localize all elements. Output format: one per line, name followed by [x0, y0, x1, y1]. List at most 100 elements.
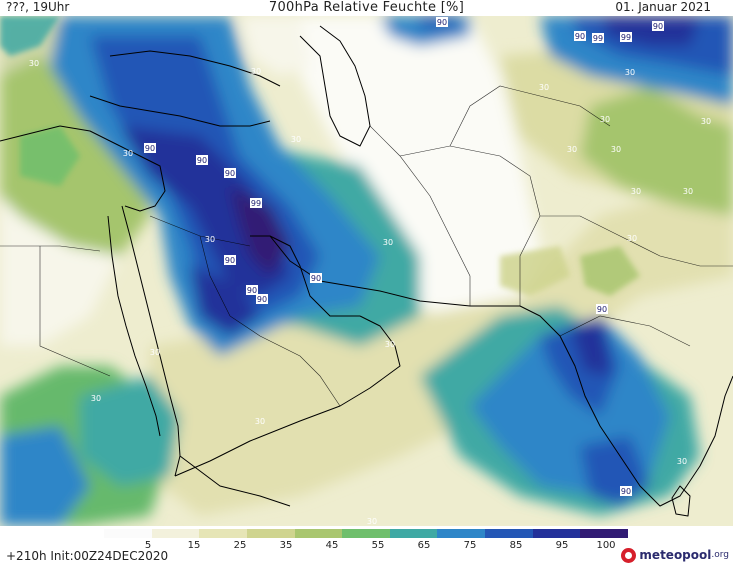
colorbar-segment	[485, 529, 534, 538]
contour-label-text: 30	[251, 67, 261, 76]
contour-label-text: 30	[567, 145, 577, 154]
contour-label: 90	[620, 486, 632, 496]
contour-label: 30	[385, 340, 395, 349]
contour-label-text: 30	[123, 149, 133, 158]
colorbar-tick-label: 35	[279, 540, 293, 551]
contour-label: 90	[196, 155, 208, 165]
colorbar-segment	[104, 529, 153, 538]
contour-label: 30	[367, 517, 377, 526]
contour-label-text: 90	[247, 286, 257, 295]
contour-label: 90	[256, 294, 268, 304]
contour-label: 99	[250, 198, 262, 208]
colorbar-tick-label: 95	[555, 540, 569, 551]
contour-label-text: 30	[539, 83, 549, 92]
contour-label: 30	[611, 145, 621, 154]
contour-label-text: 30	[625, 68, 635, 77]
contour-label-text: 90	[311, 274, 321, 283]
colorbar-segment	[389, 529, 438, 538]
logo-tld: .org	[711, 550, 729, 560]
contour-label: 90	[310, 273, 322, 283]
contour-label: 30	[567, 145, 577, 154]
model-run-info: +210h Init:00Z24DEC2020	[6, 549, 169, 563]
contour-label-text: 90	[145, 144, 155, 153]
contour-label-text: 30	[29, 59, 39, 68]
colorbar-segment	[437, 529, 486, 538]
contour-label-text: 30	[611, 145, 621, 154]
colorbar-tick-label: 85	[509, 540, 523, 551]
contour-label-text: 30	[385, 340, 395, 349]
contour-label-text: 90	[225, 169, 235, 178]
contour-label-text: 90	[575, 32, 585, 41]
contour-label: 30	[625, 68, 635, 77]
contour-label-text: 30	[600, 115, 610, 124]
contour-label-text: 99	[593, 34, 603, 43]
contour-label-text: 30	[677, 457, 687, 466]
contour-label: 90	[246, 285, 258, 295]
contour-label: 30	[255, 417, 265, 426]
meteopool-logo[interactable]: meteopool .org	[621, 546, 729, 564]
colorbar-tick-label: 15	[187, 540, 201, 551]
contour-label: 90	[436, 17, 448, 27]
valid-time-label: ???, 19Uhr	[6, 0, 70, 14]
contour-label-text: 90	[437, 18, 447, 27]
contour-label-text: 30	[150, 348, 160, 357]
colorbar-tick-label: 45	[325, 540, 339, 551]
humidity-field	[0, 16, 733, 526]
colorbar-segment	[342, 529, 391, 538]
colorbar-segment	[151, 529, 200, 538]
borders	[0, 85, 733, 407]
contour-label: 30	[251, 67, 261, 76]
colorbar-ticks: 5 15 25 35 45 55 65 75 85 95 100	[0, 540, 733, 554]
contour-label-text: 90	[197, 156, 207, 165]
humidity-detail	[0, 16, 640, 296]
colorbar-segment	[199, 529, 248, 538]
contour-label: 99	[592, 33, 604, 43]
contour-label: 90	[224, 168, 236, 178]
contour-label-text: 90	[257, 295, 267, 304]
contour-label: 30	[631, 187, 641, 196]
colorbar-segment	[246, 529, 296, 538]
humidity-map: 90 90 99 99 90 30 30 30 30 90 90 90 99 30 30 90 90 90 90 30…	[0, 16, 733, 526]
colorbar-tick-label: 100	[596, 540, 616, 551]
contour-label-text: 90	[225, 256, 235, 265]
contour-label-text: 30	[683, 187, 693, 196]
contour-label-text: 90	[597, 305, 607, 314]
contour-label: 30	[683, 187, 693, 196]
contour-label: 90	[144, 143, 156, 153]
map-title: 700hPa Relative Feuchte [%]	[268, 0, 465, 15]
contour-label: 30	[123, 149, 133, 158]
colorbar-tick-label: 65	[417, 540, 431, 551]
colorbar-tick-label: 75	[463, 540, 477, 551]
contour-label-text: 90	[621, 487, 631, 496]
contour-label: 30	[600, 115, 610, 124]
contour-label-text: 30	[367, 517, 377, 526]
colorbar-tick-label: 5	[144, 540, 152, 551]
contour-label: 90	[224, 255, 236, 265]
contour-label: 30	[29, 59, 39, 68]
contour-label: 30	[291, 135, 301, 144]
contour-label: 30	[91, 394, 101, 403]
contour-label-text: 30	[255, 417, 265, 426]
colorbar	[104, 529, 629, 538]
contour-label-text: 30	[383, 238, 393, 247]
contour-label: 30	[539, 83, 549, 92]
contour-label-text: 30	[631, 187, 641, 196]
contour-label-text: 30	[627, 234, 637, 243]
colorbar-tick-label: 55	[371, 540, 385, 551]
logo-brand: meteopool	[639, 548, 712, 562]
contour-label-text: 99	[621, 33, 631, 42]
contour-label: 30	[150, 348, 160, 357]
contour-label-text: 90	[653, 22, 663, 31]
valid-date: 01. Januar 2021	[615, 0, 711, 14]
contour-label: 30	[205, 235, 215, 244]
logo-icon	[621, 547, 637, 563]
contour-label: 90	[596, 304, 608, 314]
contour-label-text: 30	[701, 117, 711, 126]
contour-label-text: 99	[251, 199, 261, 208]
colorbar-segment	[580, 529, 629, 538]
colorbar-segment	[294, 529, 343, 538]
contour-label-text: 30	[91, 394, 101, 403]
colorbar-segment	[532, 529, 581, 538]
contour-label-text: 30	[291, 135, 301, 144]
